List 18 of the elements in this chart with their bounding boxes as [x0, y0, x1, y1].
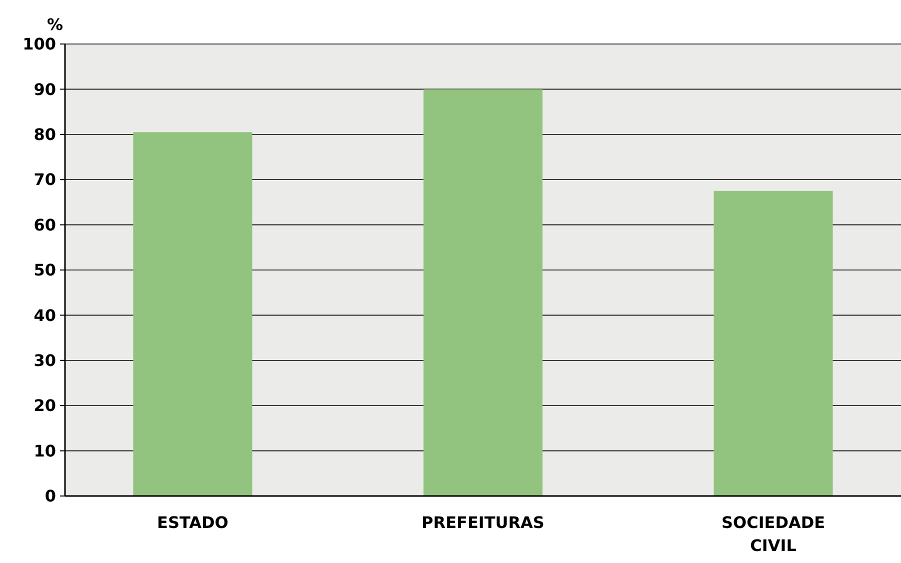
bar: [714, 190, 833, 496]
y-axis-title: %: [46, 15, 64, 34]
x-tick-label: ESTADO: [157, 513, 228, 532]
y-tick-label: 20: [34, 396, 56, 416]
x-tick-label: SOCIEDADE CIVIL: [721, 513, 826, 555]
y-tick-label: 70: [34, 170, 56, 190]
y-tick-label: 0: [44, 486, 56, 506]
y-tick-label: 40: [34, 306, 56, 325]
bar: [423, 89, 543, 496]
y-tick-label: 100: [22, 34, 56, 54]
y-tick-label: 50: [34, 260, 56, 280]
y-tick-label: 60: [34, 215, 56, 234]
y-tick-label: 80: [34, 125, 56, 144]
bar: [133, 132, 252, 496]
y-tick-label: 10: [34, 441, 56, 460]
x-tick-label: PREFEITURAS: [422, 513, 544, 532]
y-tick-label: 90: [34, 80, 56, 99]
y-tick-label: 30: [34, 351, 56, 370]
